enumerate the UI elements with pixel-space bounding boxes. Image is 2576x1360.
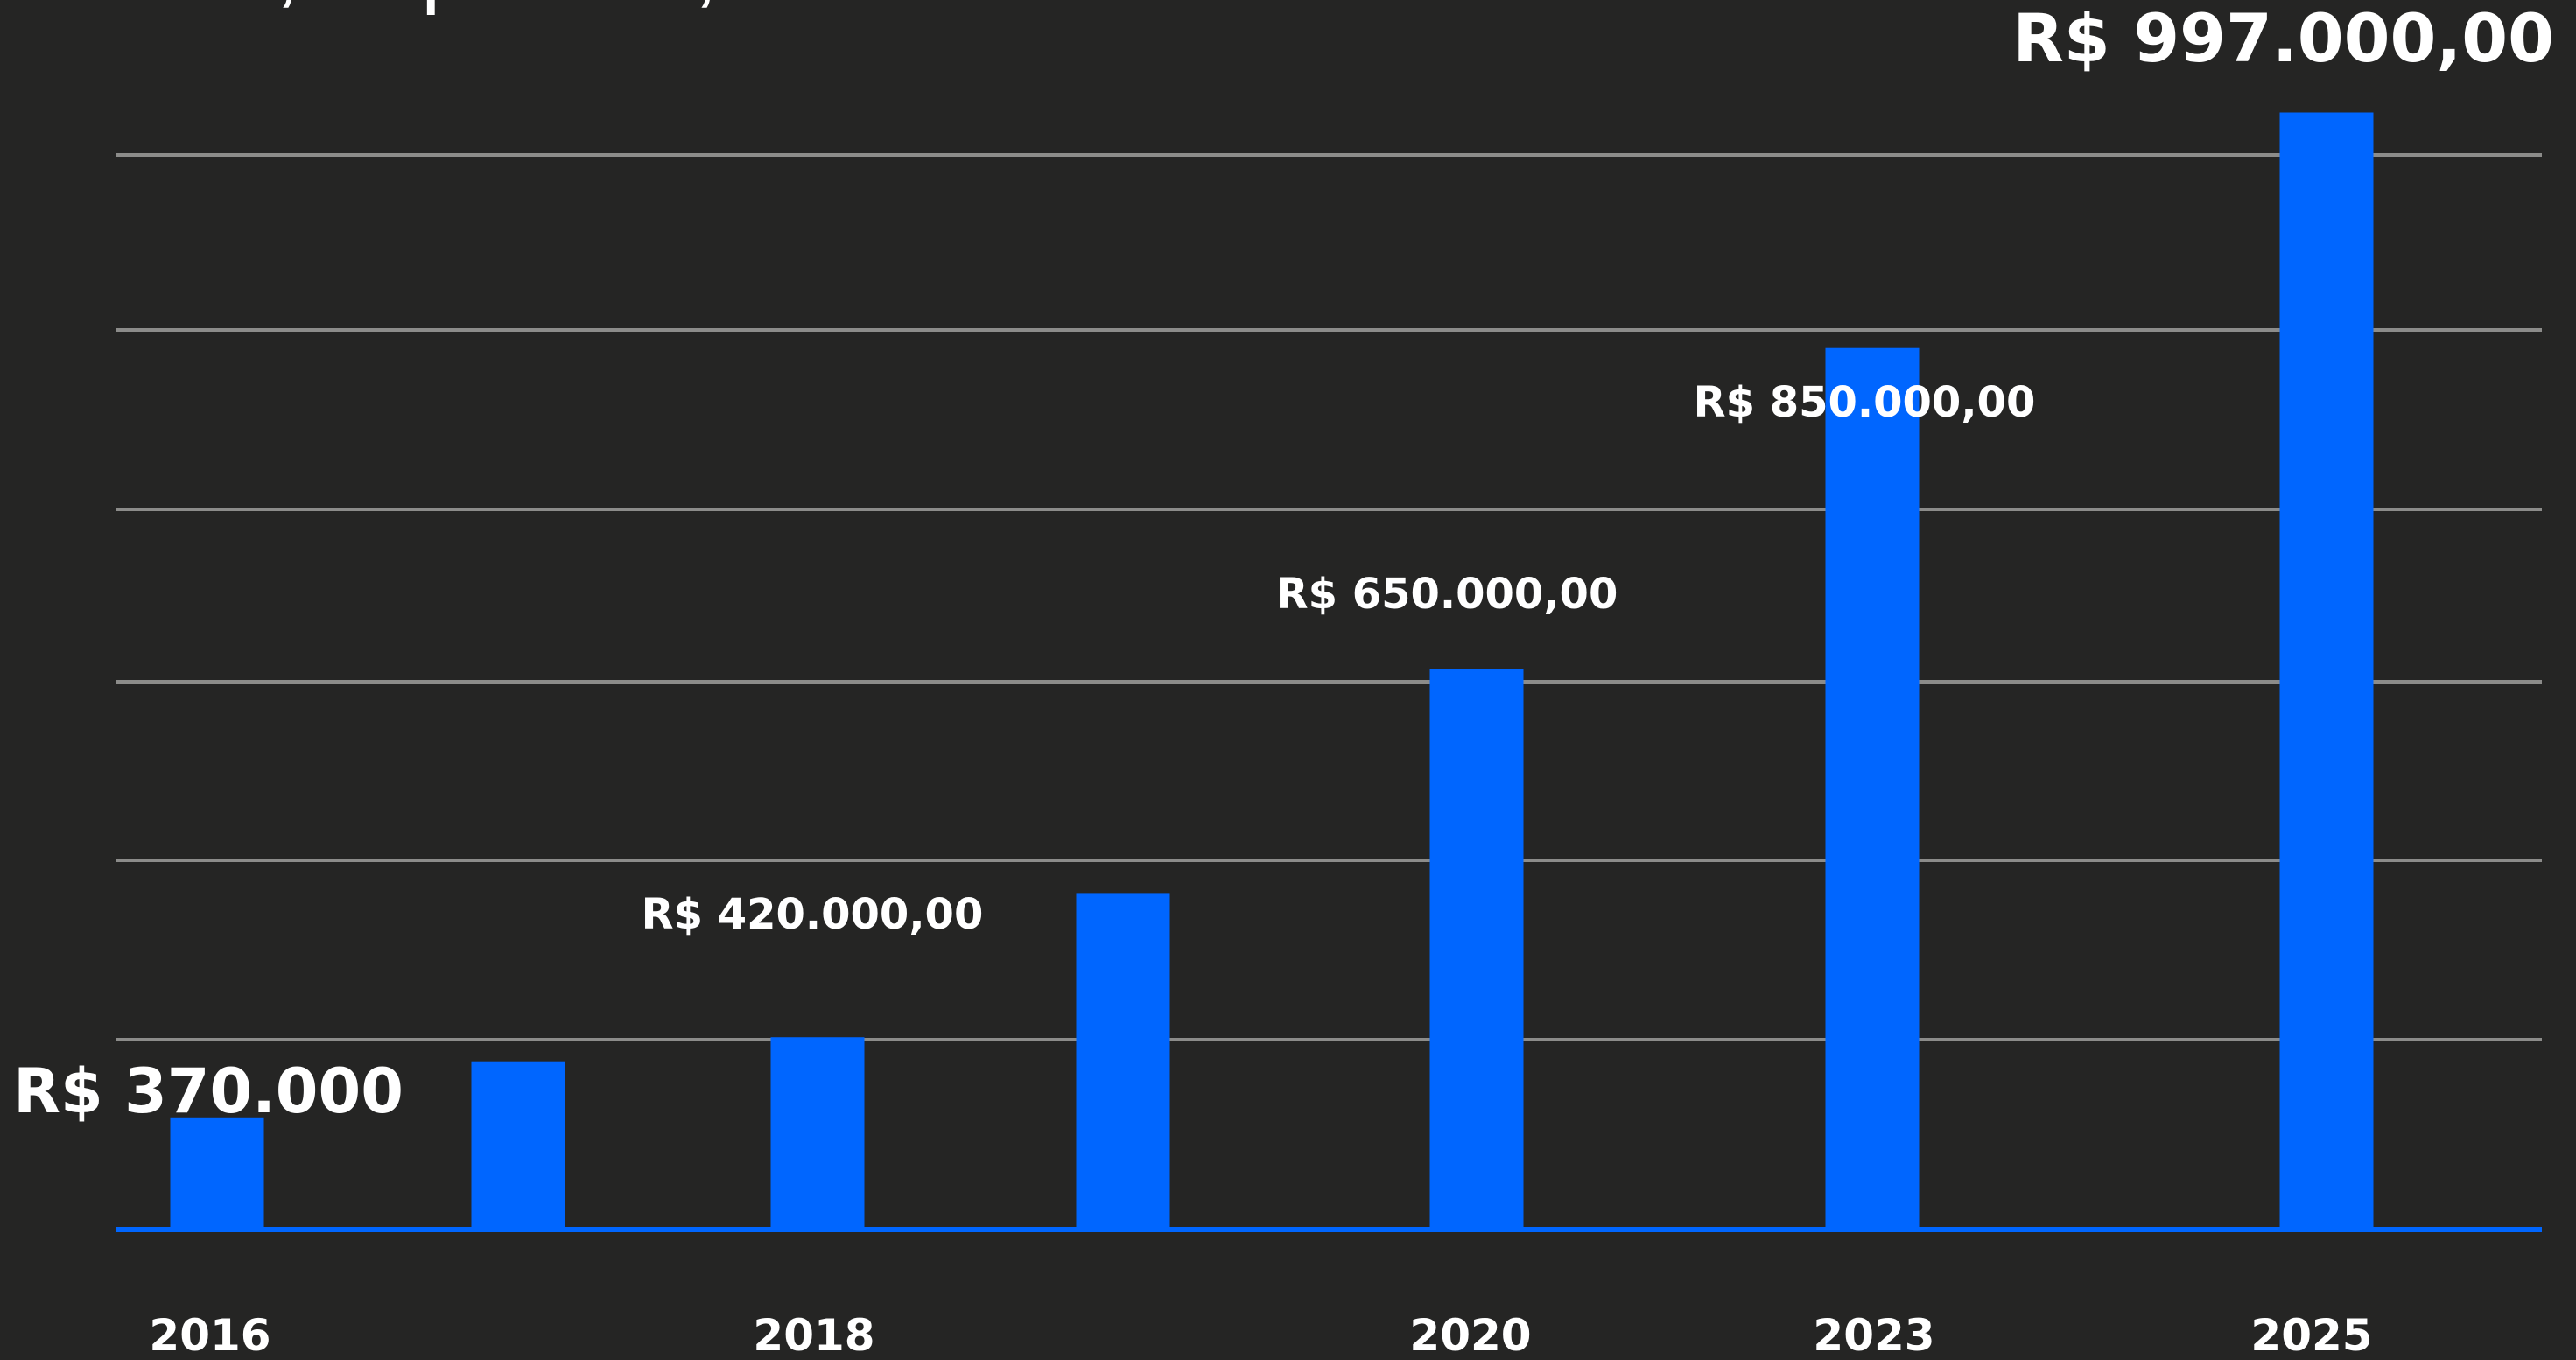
bar-2019 bbox=[1076, 893, 1170, 1230]
x-tick-label-2020: 2020 bbox=[1409, 1310, 1531, 1360]
x-tick-label-2016: 2016 bbox=[149, 1310, 270, 1360]
data-label-2020: R$ 650.000,00 bbox=[1276, 570, 1618, 619]
x-axis-tick-labels: 2016 2018 2020 2023 2025 bbox=[149, 1310, 2372, 1360]
x-tick-label-2025: 2025 bbox=[2250, 1310, 2372, 1360]
data-label-2016: R$ 370.000 bbox=[13, 1055, 404, 1127]
x-tick-label-2018: 2018 bbox=[753, 1310, 874, 1360]
gridlines bbox=[116, 153, 2542, 1041]
data-label-2023: R$ 850.000,00 bbox=[1694, 378, 2036, 427]
data-labels: R$ 370.000 R$ 420.000,00 R$ 650.000,00 R$ 8… bbox=[13, 0, 2554, 1127]
x-tick-label-2023: 2023 bbox=[1813, 1310, 1934, 1360]
bar-series bbox=[170, 112, 2374, 1230]
data-label-2018: R$ 420.000,00 bbox=[642, 890, 984, 939]
bar-2020 bbox=[1429, 669, 1524, 1230]
bar-2016 bbox=[170, 1117, 264, 1230]
bar-2018 bbox=[770, 1037, 865, 1230]
bar-2017 bbox=[471, 1061, 565, 1230]
bar-2025 bbox=[2279, 112, 2374, 1230]
partial-chart-title: da - RJ, Itaperuna, C C bbox=[0, 0, 893, 11]
data-label-2025: R$ 997.000,00 bbox=[2012, 0, 2554, 77]
bar-2023 bbox=[1825, 347, 1920, 1230]
